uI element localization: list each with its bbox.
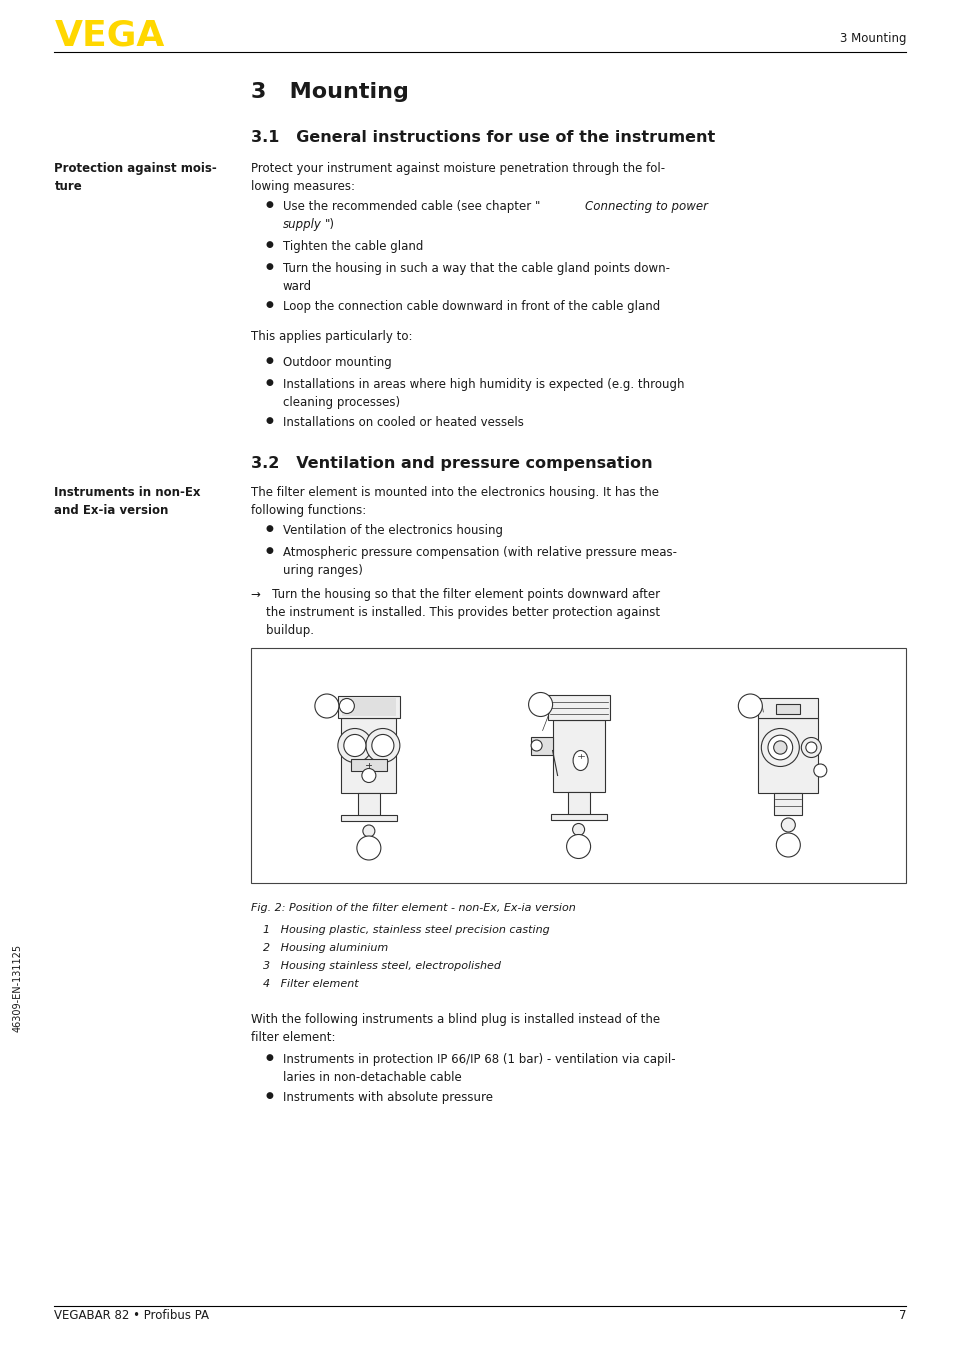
Bar xyxy=(340,815,396,821)
Text: Turn the housing in such a way that the cable gland points down-
ward: Turn the housing in such a way that the … xyxy=(283,263,669,292)
Bar xyxy=(341,699,395,716)
Text: 2   Housing aluminium: 2 Housing aluminium xyxy=(263,942,388,953)
Circle shape xyxy=(362,825,375,837)
Text: Protection against mois-
ture: Protection against mois- ture xyxy=(54,162,217,194)
Text: ●: ● xyxy=(266,200,274,209)
Text: 4: 4 xyxy=(746,701,753,711)
Bar xyxy=(547,695,609,719)
Text: ●: ● xyxy=(266,524,274,533)
Text: Connecting to power: Connecting to power xyxy=(584,200,707,213)
Text: VEGABAR 82 • Profibus PA: VEGABAR 82 • Profibus PA xyxy=(54,1309,209,1322)
Bar xyxy=(337,696,399,718)
Bar xyxy=(357,793,379,818)
Bar xyxy=(351,758,387,770)
Text: ●: ● xyxy=(266,1053,274,1062)
Text: ●: ● xyxy=(266,240,274,249)
Text: 1   Housing plastic, stainless steel precision casting: 1 Housing plastic, stainless steel preci… xyxy=(263,925,549,936)
Text: 3.2   Ventilation and pressure compensation: 3.2 Ventilation and pressure compensatio… xyxy=(251,456,652,471)
Text: Use the recommended cable (see chapter ": Use the recommended cable (see chapter " xyxy=(283,200,539,213)
Text: 3   Mounting: 3 Mounting xyxy=(251,83,408,102)
Circle shape xyxy=(528,692,552,716)
Circle shape xyxy=(356,835,380,860)
Text: Instruments with absolute pressure: Instruments with absolute pressure xyxy=(283,1091,493,1104)
Text: Tighten the cable gland: Tighten the cable gland xyxy=(283,240,423,253)
Circle shape xyxy=(343,734,366,757)
Text: Instruments in protection IP 66/IP 68 (1 bar) - ventilation via capil-
laries in: Instruments in protection IP 66/IP 68 (1… xyxy=(283,1053,675,1085)
Text: 4: 4 xyxy=(323,701,330,711)
Text: ●: ● xyxy=(266,263,274,271)
Text: Ventilation of the electronics housing: Ventilation of the electronics housing xyxy=(283,524,502,538)
Text: ●: ● xyxy=(266,301,274,309)
Text: 4: 4 xyxy=(537,700,543,709)
Text: Installations on cooled or heated vessels: Installations on cooled or heated vessel… xyxy=(283,416,523,429)
Circle shape xyxy=(314,695,338,718)
Text: ●: ● xyxy=(266,356,274,366)
Ellipse shape xyxy=(573,750,587,770)
Text: With the following instruments a blind plug is installed instead of the
filter e: With the following instruments a blind p… xyxy=(251,1013,659,1044)
Text: 4   Filter element: 4 Filter element xyxy=(263,979,358,988)
Circle shape xyxy=(366,728,399,762)
Bar xyxy=(758,699,818,718)
Text: "): ") xyxy=(325,218,335,232)
Circle shape xyxy=(361,769,375,783)
Text: 1: 1 xyxy=(365,844,372,853)
Text: 7: 7 xyxy=(898,1309,905,1322)
Bar xyxy=(758,718,818,793)
Circle shape xyxy=(372,734,394,757)
Text: Fig. 2: Position of the filter element - non-Ex, Ex-ia version: Fig. 2: Position of the filter element -… xyxy=(251,903,575,913)
Text: 2: 2 xyxy=(575,841,581,852)
Text: 3 Mounting: 3 Mounting xyxy=(839,32,905,45)
Bar xyxy=(530,737,552,754)
Text: supply: supply xyxy=(283,218,321,232)
Bar xyxy=(567,792,589,816)
Circle shape xyxy=(776,833,800,857)
Circle shape xyxy=(767,735,792,760)
Text: 3   Housing stainless steel, electropolished: 3 Housing stainless steel, electropolish… xyxy=(263,961,500,971)
Text: →   Turn the housing so that the filter element points downward after
    the in: → Turn the housing so that the filter el… xyxy=(251,588,659,636)
Circle shape xyxy=(337,728,372,762)
Bar xyxy=(774,793,801,815)
Text: 3: 3 xyxy=(784,839,791,850)
Text: Loop the connection cable downward in front of the cable gland: Loop the connection cable downward in fr… xyxy=(283,301,659,313)
Circle shape xyxy=(805,742,816,753)
Bar xyxy=(550,814,606,819)
Circle shape xyxy=(801,738,821,757)
Bar xyxy=(552,719,604,792)
Text: Protect your instrument against moisture penetration through the fol-
lowing mea: Protect your instrument against moisture… xyxy=(251,162,664,194)
Bar xyxy=(341,718,395,793)
Circle shape xyxy=(572,823,584,835)
Circle shape xyxy=(531,741,541,751)
Text: ●: ● xyxy=(266,378,274,387)
Text: ●: ● xyxy=(266,546,274,555)
Circle shape xyxy=(738,695,761,718)
Text: VEGA: VEGA xyxy=(54,18,165,51)
Bar xyxy=(776,704,800,714)
Circle shape xyxy=(781,818,795,831)
Text: Atmospheric pressure compensation (with relative pressure meas-
uring ranges): Atmospheric pressure compensation (with … xyxy=(283,546,677,577)
Text: 3.1   General instructions for use of the instrument: 3.1 General instructions for use of the … xyxy=(251,130,715,145)
Circle shape xyxy=(566,834,590,858)
Circle shape xyxy=(773,741,786,754)
Bar xyxy=(251,649,905,883)
Text: Outdoor mounting: Outdoor mounting xyxy=(283,356,392,370)
Text: Installations in areas where high humidity is expected (e.g. through
cleaning pr: Installations in areas where high humidi… xyxy=(283,378,683,409)
Circle shape xyxy=(760,728,799,766)
Text: ●: ● xyxy=(266,1091,274,1099)
Circle shape xyxy=(813,764,826,777)
Text: 46309-EN-131125: 46309-EN-131125 xyxy=(13,944,23,1033)
Text: The filter element is mounted into the electronics housing. It has the
following: The filter element is mounted into the e… xyxy=(251,486,659,517)
Text: This applies particularly to:: This applies particularly to: xyxy=(251,330,412,343)
Circle shape xyxy=(339,699,354,714)
Text: Instruments in non-Ex
and Ex-ia version: Instruments in non-Ex and Ex-ia version xyxy=(54,486,201,517)
Text: ●: ● xyxy=(266,416,274,425)
